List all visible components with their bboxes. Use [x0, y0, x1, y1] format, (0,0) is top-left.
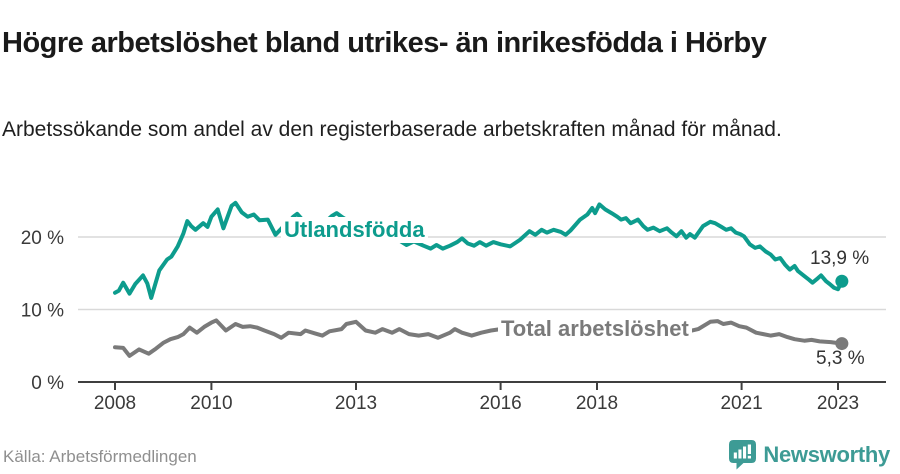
end-value-label-utlandsfodda: 13,9 %: [810, 248, 870, 269]
x-tick-label-2008: 2008: [94, 393, 136, 414]
x-tick-label-2013: 2013: [335, 393, 377, 414]
end-value-label-total: 5,3 %: [816, 348, 865, 369]
x-tick-label-2023: 2023: [817, 393, 859, 414]
x-tick-label-2021: 2021: [720, 393, 762, 414]
series-line-0: [113, 200, 844, 300]
series-end-dot-0: [835, 274, 849, 288]
page-title: Högre arbetslöshet bland utrikes- än inr…: [2, 27, 767, 60]
y-tick-label-0: 0 %: [31, 373, 64, 394]
series-label-utlandsfodda: Utlandsfödda: [281, 217, 428, 243]
series-line-1: [113, 318, 844, 358]
series-label-total-arbetsloshet: Total arbetslöshet: [498, 316, 692, 342]
y-tick-label-10: 10 %: [21, 301, 64, 322]
x-tick-label-2010: 2010: [190, 393, 232, 414]
brand-name: Newsworthy: [763, 442, 890, 467]
x-tick-label-2018: 2018: [576, 393, 618, 414]
newsworthy-bubble-chart-icon: [729, 440, 757, 470]
source-attribution: Källa: Arbetsförmedlingen: [3, 447, 197, 466]
x-tick-label-2016: 2016: [479, 393, 521, 414]
series-end-dot-1: [835, 337, 849, 351]
page-subtitle: Arbetssökande som andel av den registerb…: [2, 118, 782, 141]
y-tick-label-20: 20 %: [21, 228, 64, 249]
brand-logo: Newsworthy: [729, 440, 890, 470]
